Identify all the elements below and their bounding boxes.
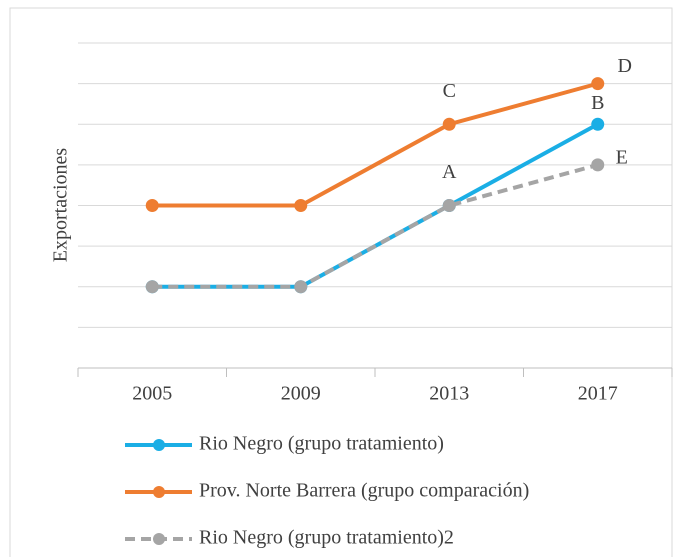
y-axis-label: Exportaciones (50, 148, 72, 263)
x-tick-label: 2005 (132, 383, 172, 405)
legend-label: Rio Negro (grupo tratamiento)2 (199, 527, 454, 549)
series-marker (145, 280, 159, 294)
series-line (152, 162, 599, 289)
x-tick-label: 2013 (429, 383, 469, 405)
series-marker (294, 280, 308, 294)
legend-label: Prov. Norte Barrera (grupo comparación) (199, 480, 529, 502)
series-marker (442, 199, 456, 212)
legend-marker (153, 486, 165, 498)
x-tick-label: 2009 (281, 383, 321, 405)
series-line (152, 81, 599, 208)
series-marker (145, 199, 159, 212)
legend-marker (153, 533, 165, 545)
point-label: D (618, 55, 632, 77)
series-marker (591, 77, 605, 91)
point-label: A (442, 161, 457, 183)
series-marker (442, 117, 456, 131)
point-label: C (443, 80, 456, 102)
x-tick-label: 2017 (578, 383, 618, 405)
point-label: B (591, 92, 604, 114)
point-label: E (616, 146, 628, 168)
series-marker (591, 117, 605, 131)
series-marker (591, 158, 605, 172)
chart-frame (9, 7, 673, 557)
legend-label: Rio Negro (grupo tratamiento) (199, 433, 444, 455)
legend-marker (153, 439, 165, 451)
series-marker (294, 199, 308, 212)
